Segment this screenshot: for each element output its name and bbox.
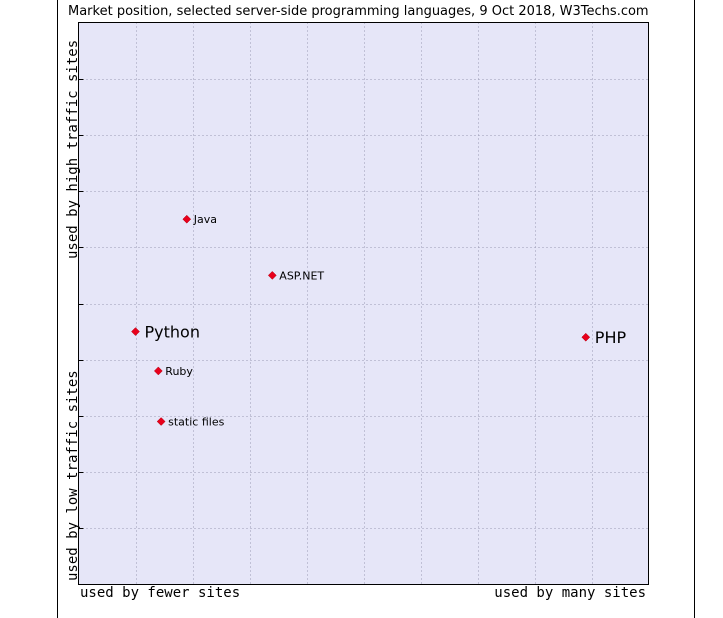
data-point-java [182,214,192,224]
grid-lines [78,22,649,585]
y-axis-low-label: used by low traffic sites [65,370,81,581]
data-label-php: PHP [595,328,627,347]
data-points: Java ASP.NET Python PHP Ruby static files [131,213,627,429]
data-point-php [581,332,591,342]
data-label-asp-net: ASP.NET [279,269,324,282]
x-axis-high-label: used by many sites [494,585,646,601]
data-point-ruby [153,366,163,376]
data-point-static-files [156,417,166,426]
data-point-asp-net [267,271,277,280]
data-label-python: Python [145,323,200,342]
data-label-static-files: static files [168,416,224,429]
plot-area [78,22,649,585]
data-label-java: Java [193,213,217,226]
chart-title: Market position, selected server-side pr… [68,4,649,19]
x-axis-low-label: used by fewer sites [80,585,240,601]
data-label-ruby: Ruby [165,365,193,378]
y-axis-high-label: used by high traffic sites [65,40,81,259]
plot-border [78,22,649,585]
data-point-python [131,327,140,336]
